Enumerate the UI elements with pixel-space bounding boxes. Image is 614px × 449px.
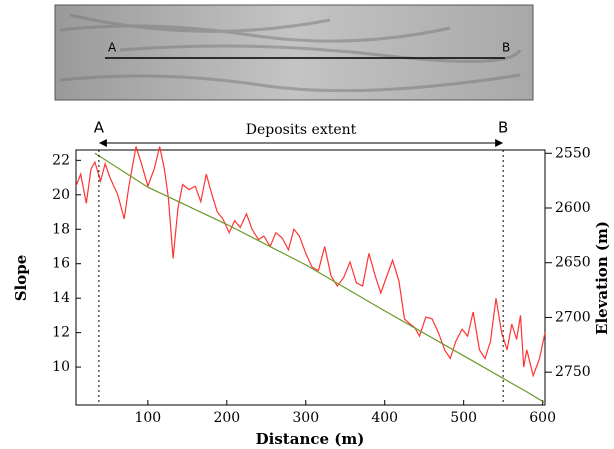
- y2-axis-label: Elevation (m): [593, 221, 611, 335]
- image-label: B: [502, 41, 510, 55]
- extent-label: A: [94, 119, 105, 137]
- y-tick-label: 22: [52, 152, 70, 168]
- y-tick-label: 18: [52, 221, 70, 237]
- y2-tick-label: 2750: [555, 364, 591, 380]
- y-tick-label: 14: [52, 290, 70, 306]
- image-label: A: [108, 41, 117, 55]
- data-line: [75, 146, 546, 378]
- span-label: Deposits extent: [246, 122, 357, 138]
- x-tick-label: 200: [213, 410, 240, 426]
- x-tick-label: 100: [134, 410, 161, 426]
- x-tick-label: 500: [450, 410, 477, 426]
- y2-tick-label: 2550: [555, 145, 591, 161]
- terrain-image: [54, 4, 534, 101]
- y2-tick-label: 2650: [555, 255, 591, 271]
- y2-tick-label: 2600: [555, 200, 591, 216]
- y-axis-label: Slope: [12, 255, 30, 302]
- x-tick-label: 300: [292, 410, 319, 426]
- extent-label: B: [498, 119, 508, 137]
- y2-tick-label: 2700: [555, 309, 591, 325]
- y-tick-label: 16: [52, 256, 70, 272]
- y-tick-label: 20: [52, 187, 70, 203]
- y-tick-label: 10: [52, 359, 70, 375]
- y-tick-label: 12: [52, 325, 70, 341]
- data-line: [94, 152, 546, 404]
- x-tick-label: 600: [529, 410, 556, 426]
- plot-frame: [75, 149, 546, 406]
- x-tick-label: 400: [371, 410, 398, 426]
- terrain-texture: [59, 13, 522, 93]
- x-axis-label: Distance (m): [256, 430, 365, 448]
